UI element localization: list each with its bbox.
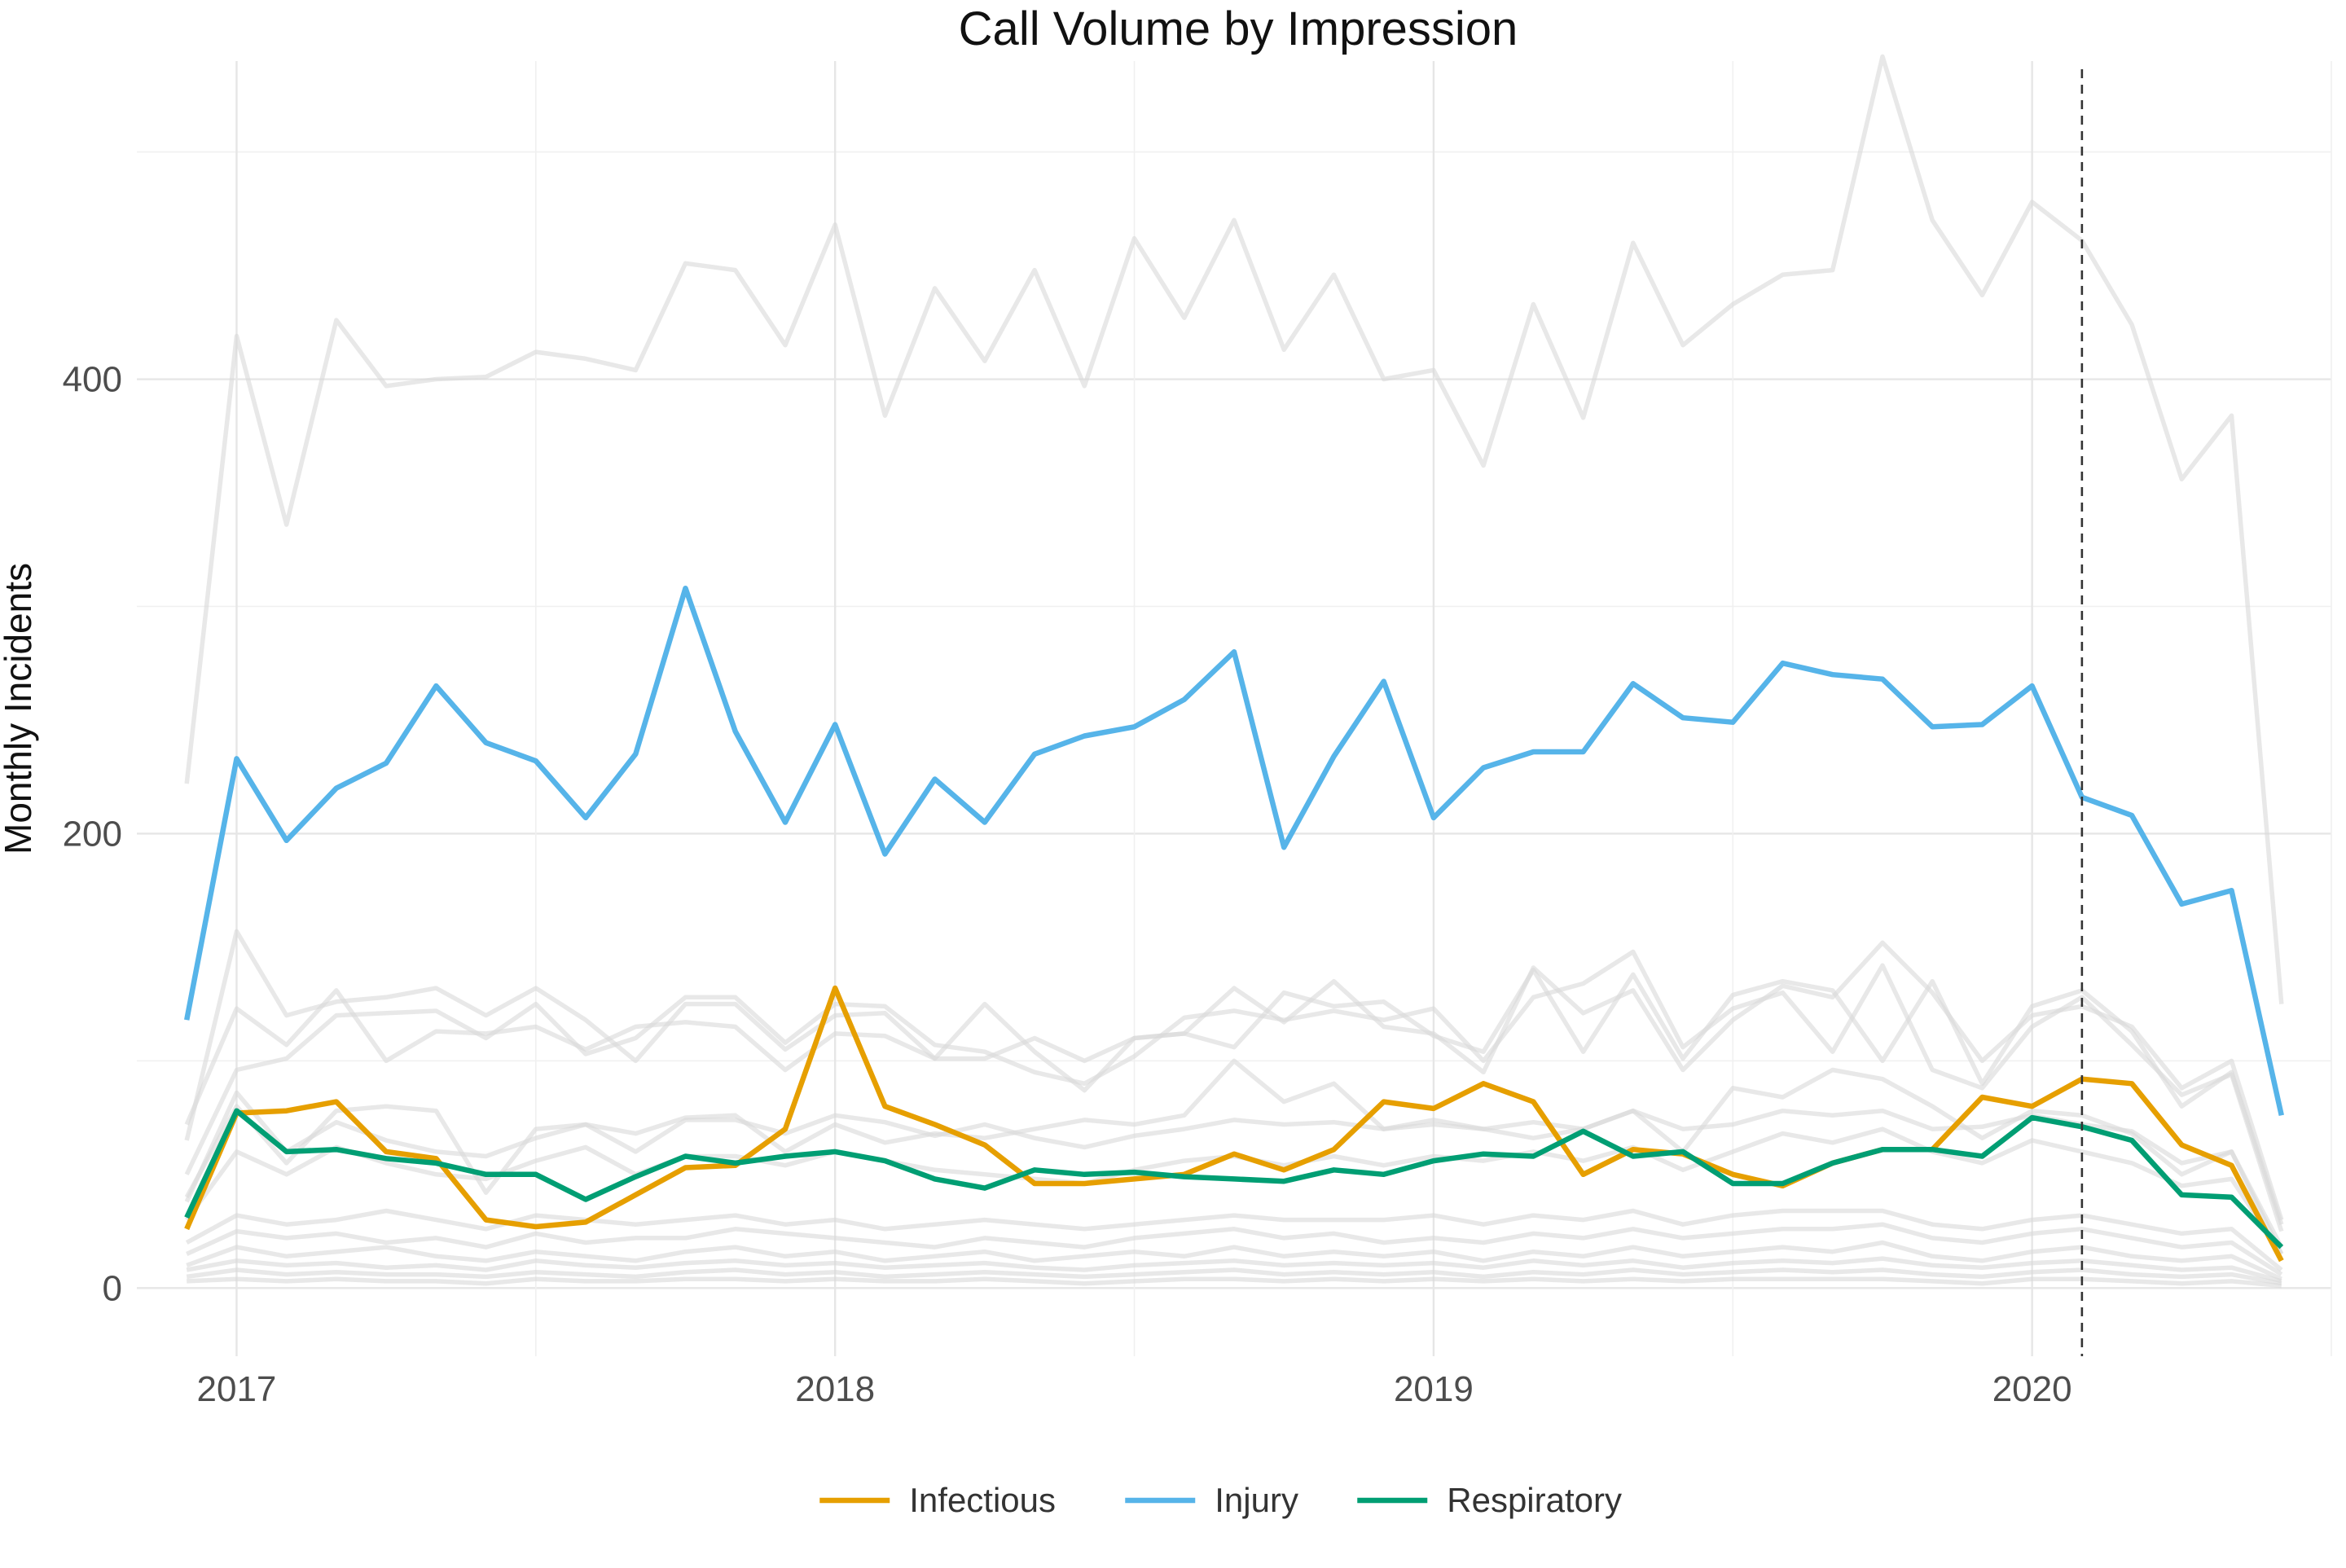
y-tick-label: 200 — [63, 814, 122, 854]
background-series-line — [184, 949, 2284, 1232]
legend: Infectious Injury Respiratory — [819, 1481, 1622, 1519]
y-tick-label: 0 — [103, 1268, 122, 1308]
background-series-line — [184, 1058, 2284, 1255]
legend-label-respiratory: Respiratory — [1447, 1481, 1622, 1519]
x-tick-label: 2020 — [1992, 1369, 2072, 1409]
background-series-line — [184, 968, 2284, 1226]
chart-title: Call Volume by Impression — [959, 2, 1518, 55]
x-tick-label: 2017 — [197, 1369, 277, 1409]
legend-label-injury: Injury — [1215, 1481, 1298, 1519]
series-line-injury — [184, 585, 2284, 1117]
background-series-lines — [184, 54, 2284, 1289]
background-series-line — [184, 929, 2284, 1221]
background-series-line — [185, 1208, 2283, 1272]
background-series-line — [186, 1240, 2282, 1281]
legend-label-infectious: Infectious — [909, 1481, 1056, 1519]
background-series-line — [187, 1276, 2282, 1289]
x-tick-label: 2018 — [795, 1369, 875, 1409]
background-series-line — [186, 1267, 2282, 1286]
background-series-line — [184, 1127, 2284, 1256]
background-series-line — [184, 1090, 2284, 1249]
background-series-line — [184, 54, 2284, 1004]
series-line-respiratory — [184, 1108, 2284, 1250]
background-series-line — [186, 1256, 2282, 1284]
y-axis-label: Monthly Incidents — [0, 563, 39, 854]
tick-layer: 0 200 400 2017 2018 2019 2020 — [63, 360, 2072, 1409]
x-tick-label: 2019 — [1394, 1369, 1474, 1409]
y-tick-label: 400 — [63, 360, 122, 400]
highlighted-series-lines — [184, 585, 2284, 1263]
background-series-line — [186, 1222, 2283, 1276]
